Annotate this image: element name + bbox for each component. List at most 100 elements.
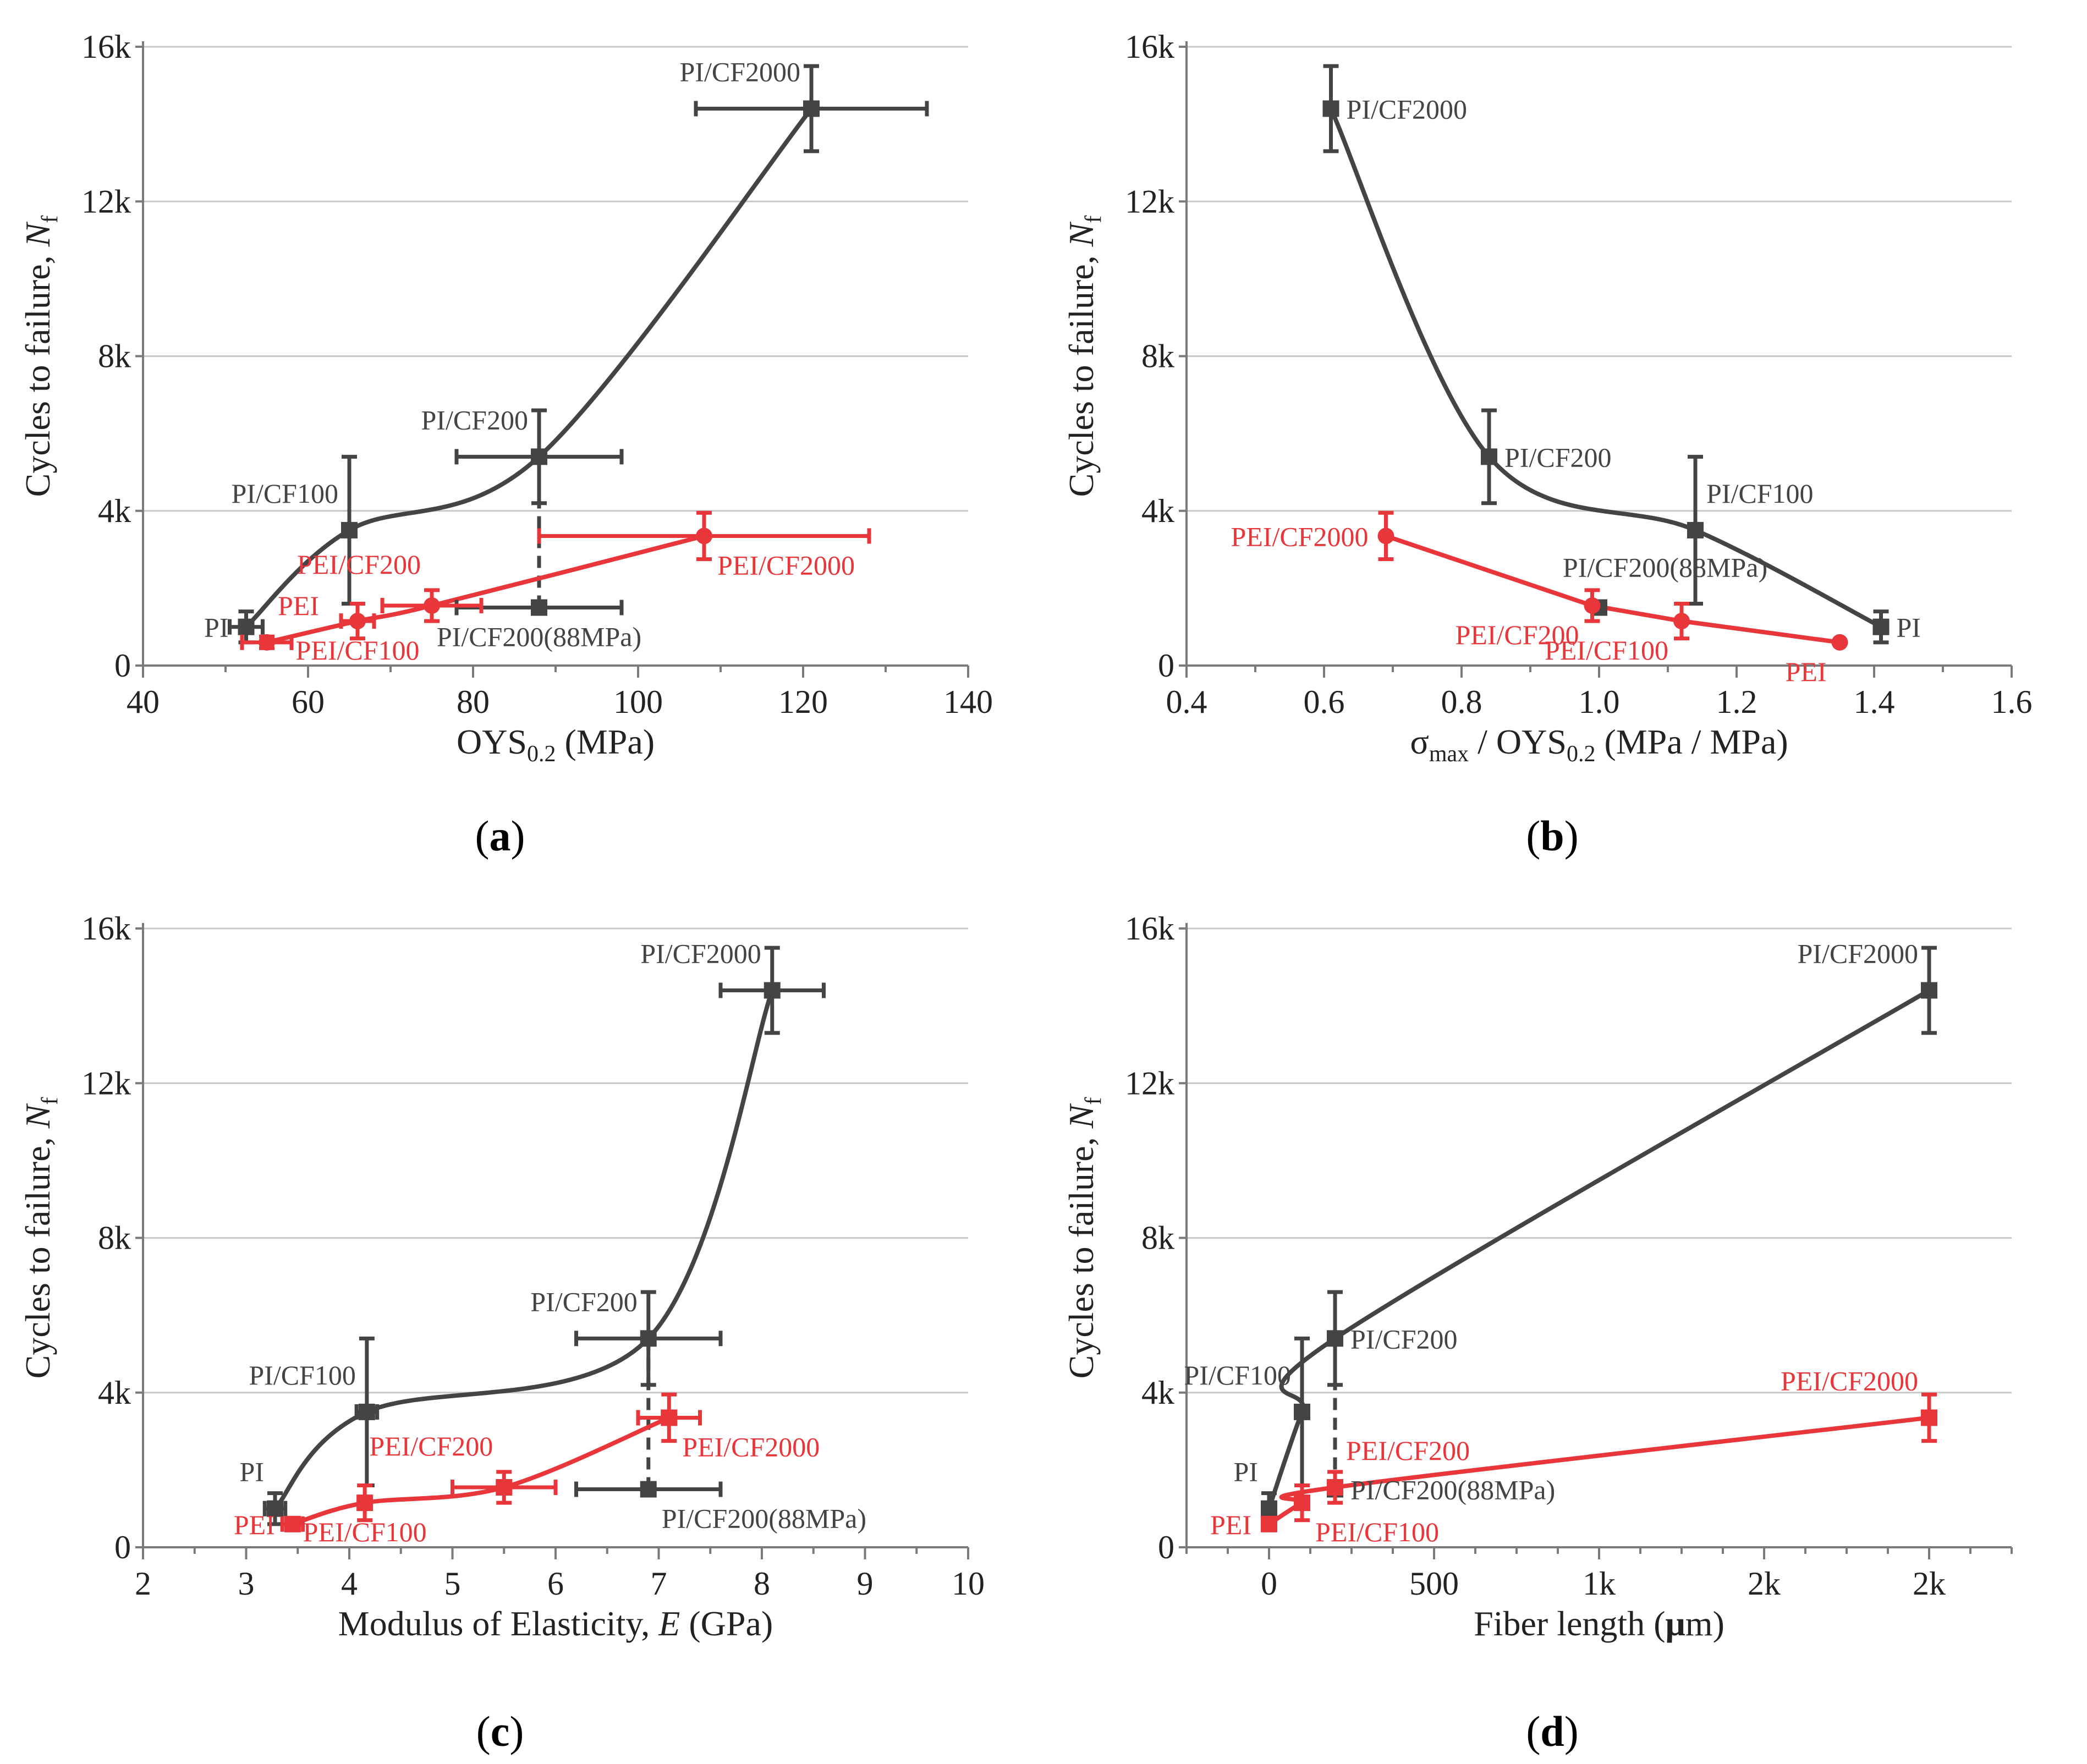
x-tick-label: 80 (457, 684, 490, 720)
chart-d: 0 4k 8k 12k 16k 0 500 1k 2k 2k Fiber length (μm) Cy… (1062, 910, 2013, 1643)
chart-c: 0 4k 8k 12k 16k 2 3 4 5 6 7 8 9 10 Modulus of Elastici… (18, 910, 985, 1643)
point-label: PI/CF200(88MPa) (1350, 1475, 1555, 1505)
panel-b: 0 4k 8k 12k 16k 0.4 0.6 0.8 1.0 1.2 1.4 1.6 σmax / O… (1044, 0, 2087, 882)
point-label: PI (1234, 1457, 1258, 1487)
series-line-pi (273, 988, 775, 1511)
x-tick-label: 0.6 (1304, 684, 1345, 720)
data-point (341, 521, 358, 538)
caption-b: (b) (1526, 812, 1579, 860)
data-point (1327, 1330, 1343, 1347)
point-label: PEI/CF2000 (1231, 521, 1368, 552)
data-point (640, 1330, 657, 1347)
point-label: PI/CF200(88MPa) (662, 1503, 866, 1534)
x-tick-label: 10 (952, 1565, 985, 1602)
x-tick-label: 8 (754, 1565, 770, 1602)
x-tick-label: 1.2 (1716, 684, 1758, 720)
point-label: PEI/CF200 (369, 1431, 493, 1461)
point-label: PI/CF100 (1706, 478, 1814, 509)
data-point (1322, 100, 1339, 117)
point-label: PI (1897, 612, 1921, 643)
point-label: PI/CF100 (1184, 1360, 1291, 1391)
point-label: PI/CF100 (231, 478, 338, 509)
point-label: PEI/CF100 (303, 1516, 427, 1547)
point-label: PEI/CF100 (1545, 635, 1668, 666)
point-label: PEI/CF2000 (1781, 1365, 1918, 1396)
point-label: PI/CF200(88MPa) (1563, 552, 1767, 583)
data-point (284, 1515, 301, 1532)
series-line-pi (244, 106, 814, 629)
x-tick-label: 500 (1409, 1565, 1459, 1602)
data-point (267, 1500, 283, 1517)
y-tick-label: 8k (98, 1220, 131, 1256)
data-point (640, 1481, 657, 1498)
x-tick-label: 2k (1748, 1565, 1781, 1602)
data-point (1261, 1500, 1277, 1517)
x-axis-title: Fiber length (μm) (1474, 1604, 1724, 1643)
data-point (1872, 618, 1890, 635)
point-label: PEI (234, 1509, 275, 1540)
point-label: PI/CF100 (249, 1360, 356, 1391)
y-tick-label: 16k (81, 910, 131, 947)
point-label: PI (240, 1457, 264, 1487)
y-axis-title: Cycles to failure, Nf (18, 216, 63, 497)
x-tick-label: 4 (341, 1565, 358, 1602)
data-point (661, 1409, 678, 1426)
y-tick-label: 12k (81, 183, 131, 219)
x-axis-title: σmax / OYS0.2 (MPa / MPa) (1410, 722, 1788, 767)
caption-c: (c) (476, 1707, 524, 1755)
data-point (1294, 1494, 1310, 1512)
point-label: PI/CF200 (1504, 442, 1612, 472)
data-point (1327, 1479, 1343, 1496)
x-tick-label: 1.0 (1579, 684, 1620, 720)
point-label: PEI (1786, 656, 1827, 687)
x-tick-label: 2 (135, 1565, 151, 1602)
x-tick-label: 9 (857, 1565, 874, 1602)
x-tick-label: 1.6 (1991, 684, 2033, 720)
chart-a: 0 4k 8k 12k 16k 40 60 80 100 120 140 OYS0.2 (MPa) Cy… (18, 29, 993, 767)
series-line-pi (1328, 106, 1883, 629)
data-point (1584, 597, 1601, 614)
x-tick-label: 140 (943, 684, 993, 720)
y-tick-label: 0 (1158, 1529, 1174, 1565)
x-axis-title: Modulus of Elasticity, E (GPa) (338, 1604, 773, 1643)
y-tick-label: 8k (98, 338, 131, 375)
caption-d: (d) (1526, 1707, 1579, 1755)
point-label: PI/CF2000 (679, 57, 800, 87)
x-axis-title: OYS0.2 (MPa) (457, 722, 655, 767)
point-label: PI/CF200 (530, 1286, 638, 1317)
x-tick-label: 2k (1913, 1565, 1946, 1602)
data-point (803, 100, 820, 117)
point-label: PI/CF200 (421, 404, 528, 435)
data-point (1673, 613, 1690, 630)
y-tick-label: 0 (114, 647, 131, 684)
x-tick-label: 1k (1583, 1565, 1616, 1602)
y-tick-label: 16k (1125, 29, 1174, 65)
data-point (1687, 521, 1704, 538)
y-tick-label: 16k (1125, 910, 1174, 947)
y-axis-title: Cycles to failure, Nf (1062, 216, 1106, 497)
x-tick-label: 0.4 (1166, 684, 1207, 720)
x-tick-label: 120 (778, 684, 828, 720)
series-line-pei (290, 1415, 672, 1526)
data-point (1294, 1403, 1310, 1420)
point-label: PEI/CF100 (1315, 1516, 1439, 1547)
x-tick-label: 0 (1261, 1565, 1277, 1602)
data-point (496, 1479, 513, 1496)
y-tick-label: 8k (1141, 1220, 1174, 1256)
panel-a: 0 4k 8k 12k 16k 40 60 80 100 120 140 OYS0.2 (MPa) Cy… (0, 0, 1044, 882)
y-tick-label: 4k (1141, 493, 1174, 529)
panel-c: 0 4k 8k 12k 16k 2 3 4 5 6 7 8 9 10 Modulus of Elastici… (0, 882, 1044, 1763)
data-point (531, 448, 547, 465)
y-tick-label: 12k (1125, 183, 1174, 219)
series-line-pei (1267, 1415, 1931, 1526)
data-point (1377, 527, 1394, 545)
y-tick-label: 0 (114, 1529, 131, 1565)
chart-b: 0 4k 8k 12k 16k 0.4 0.6 0.8 1.0 1.2 1.4 1.6 σmax / O… (1062, 29, 2033, 767)
point-label: PI/CF2000 (640, 938, 761, 969)
point-label: PEI/CF200 (1346, 1435, 1470, 1466)
point-label: PI/CF2000 (1347, 94, 1468, 125)
point-label: PEI/CF200 (1455, 619, 1579, 650)
data-point (696, 527, 712, 545)
point-label: PEI (278, 590, 319, 621)
x-tick-label: 0.8 (1441, 684, 1482, 720)
